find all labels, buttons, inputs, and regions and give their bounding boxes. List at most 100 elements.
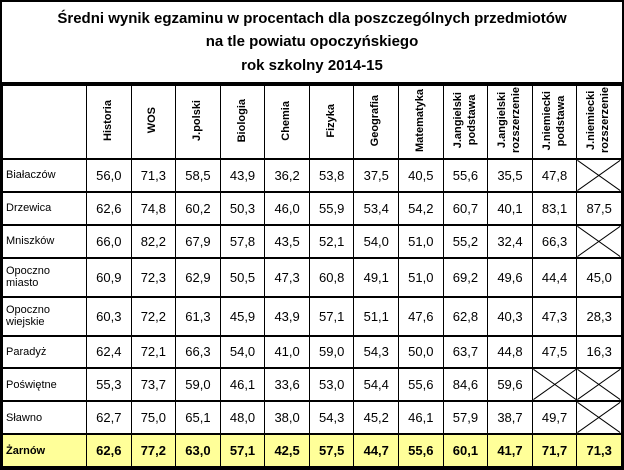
value-cell: 53,8 [308, 158, 355, 193]
results-grid: Historia WOS J.polski Biologia Chemia Fizyka G… [2, 84, 622, 468]
value-cell: 62,6 [86, 190, 132, 226]
value-cell: 72,3 [130, 256, 177, 298]
column-header: Fizyka [308, 84, 355, 160]
value-cell: 71,3 [576, 433, 622, 468]
column-header-label: Fizyka [324, 103, 337, 138]
table-row: Drzewica 62,6 74,8 60,2 50,3 46,0 55,9 53,4 54,2… [2, 190, 622, 226]
value-cell: 60,3 [86, 295, 132, 337]
value-cell: 46,0 [264, 190, 310, 226]
table-title-line1: Średni wynik egzaminu w procentach dla p… [57, 10, 567, 28]
cross-icon [577, 226, 621, 257]
value-cell: 60,8 [308, 256, 355, 298]
value-cell: 40,5 [398, 158, 444, 193]
value-cell: 47,3 [531, 295, 578, 337]
crossed-cell [576, 400, 622, 436]
value-cell: 59,6 [487, 367, 533, 403]
table-row: Paradyż 62,4 72,1 66,3 54,0 41,0 59,0 54,3 50,0 6… [2, 334, 622, 370]
value-cell: 59,0 [308, 334, 355, 370]
value-cell: 44,7 [353, 433, 400, 468]
cross-icon [577, 160, 621, 191]
value-cell: 87,5 [576, 190, 622, 226]
value-cell: 55,6 [398, 367, 444, 403]
corner-cell [2, 84, 87, 160]
column-header-label: Chemia [280, 100, 293, 141]
value-cell: 54,0 [219, 334, 266, 370]
value-cell: 36,2 [264, 158, 310, 193]
value-cell: 82,2 [130, 223, 177, 259]
value-cell: 66,3 [531, 223, 578, 259]
column-header: J.niemiecki rozszerzenie [576, 84, 622, 160]
value-cell: 43,9 [264, 295, 310, 337]
value-cell: 37,5 [353, 158, 400, 193]
value-cell: 75,0 [130, 400, 177, 436]
value-cell: 77,2 [130, 433, 177, 468]
value-cell: 54,3 [308, 400, 355, 436]
value-cell: 51,0 [398, 223, 444, 259]
value-cell: 60,9 [86, 256, 132, 298]
value-cell: 43,5 [264, 223, 310, 259]
value-cell: 28,3 [576, 295, 622, 337]
value-cell: 44,8 [487, 334, 533, 370]
crossed-cell [576, 158, 622, 193]
column-header: Biologia [219, 84, 266, 160]
value-cell: 57,1 [219, 433, 266, 468]
value-cell: 54,2 [398, 190, 444, 226]
table-row: Białaczów 56,0 71,3 58,5 43,9 36,2 53,8 37,5 40,… [2, 158, 622, 193]
value-cell: 50,5 [219, 256, 266, 298]
value-cell: 38,7 [487, 400, 533, 436]
value-cell: 55,2 [442, 223, 489, 259]
value-cell: 57,5 [308, 433, 355, 468]
value-cell: 73,7 [130, 367, 177, 403]
cross-icon [577, 402, 621, 433]
value-cell: 46,1 [219, 367, 266, 403]
column-header: J.polski [175, 84, 221, 160]
table-title-line2: na tle powiatu opoczyńskiego [205, 33, 419, 51]
value-cell: 65,1 [175, 400, 221, 436]
value-cell: 55,9 [308, 190, 355, 226]
value-cell: 45,0 [576, 256, 622, 298]
crossed-cell [531, 367, 578, 403]
column-header: J.niemiecki podstawa [531, 84, 578, 160]
column-header-label: Biologia [235, 98, 248, 143]
row-label: Opoczno miasto [2, 256, 87, 298]
value-cell: 71,7 [531, 433, 578, 468]
value-cell: 54,4 [353, 367, 400, 403]
value-cell: 62,6 [86, 433, 132, 468]
value-cell: 49,7 [531, 400, 578, 436]
value-cell: 61,3 [175, 295, 221, 337]
row-label: Paradyż [2, 334, 87, 370]
value-cell: 56,0 [86, 158, 132, 193]
table-row: Opoczno wiejskie 60,3 72,2 61,3 45,9 43,9 57,1… [2, 295, 622, 337]
column-header-label: J.angielski rozszerzenie [496, 87, 522, 154]
value-cell: 46,1 [398, 400, 444, 436]
value-cell: 60,2 [175, 190, 221, 226]
table-row: Opoczno miasto 60,9 72,3 62,9 50,5 47,3 60,8 49… [2, 256, 622, 298]
value-cell: 41,7 [487, 433, 533, 468]
value-cell: 63,7 [442, 334, 489, 370]
value-cell: 47,3 [264, 256, 310, 298]
value-cell: 55,6 [442, 158, 489, 193]
table-row: Poświętne 55,3 73,7 59,0 46,1 33,6 53,0 54,4 55,… [2, 367, 622, 403]
column-header-label: Historia [101, 100, 114, 141]
value-cell: 38,0 [264, 400, 310, 436]
column-header-label: J.polski [191, 100, 204, 141]
value-cell: 60,1 [442, 433, 489, 468]
column-header-label: J.niemiecki rozszerzenie [585, 87, 612, 154]
value-cell: 33,6 [264, 367, 310, 403]
value-cell: 49,1 [353, 256, 400, 298]
value-cell: 51,0 [398, 256, 444, 298]
row-label: Białaczów [2, 158, 87, 193]
value-cell: 54,3 [353, 334, 400, 370]
value-cell: 51,1 [353, 295, 400, 337]
value-cell: 52,1 [308, 223, 355, 259]
value-cell: 74,8 [130, 190, 177, 226]
table-title: Średni wynik egzaminu w procentach dla p… [2, 2, 622, 84]
value-cell: 40,1 [487, 190, 533, 226]
cross-icon [577, 369, 621, 400]
row-label: Drzewica [2, 190, 87, 226]
row-label: Żarnów [2, 433, 87, 468]
value-cell: 47,6 [398, 295, 444, 337]
column-header: Matematyka [398, 84, 444, 160]
value-cell: 50,0 [398, 334, 444, 370]
